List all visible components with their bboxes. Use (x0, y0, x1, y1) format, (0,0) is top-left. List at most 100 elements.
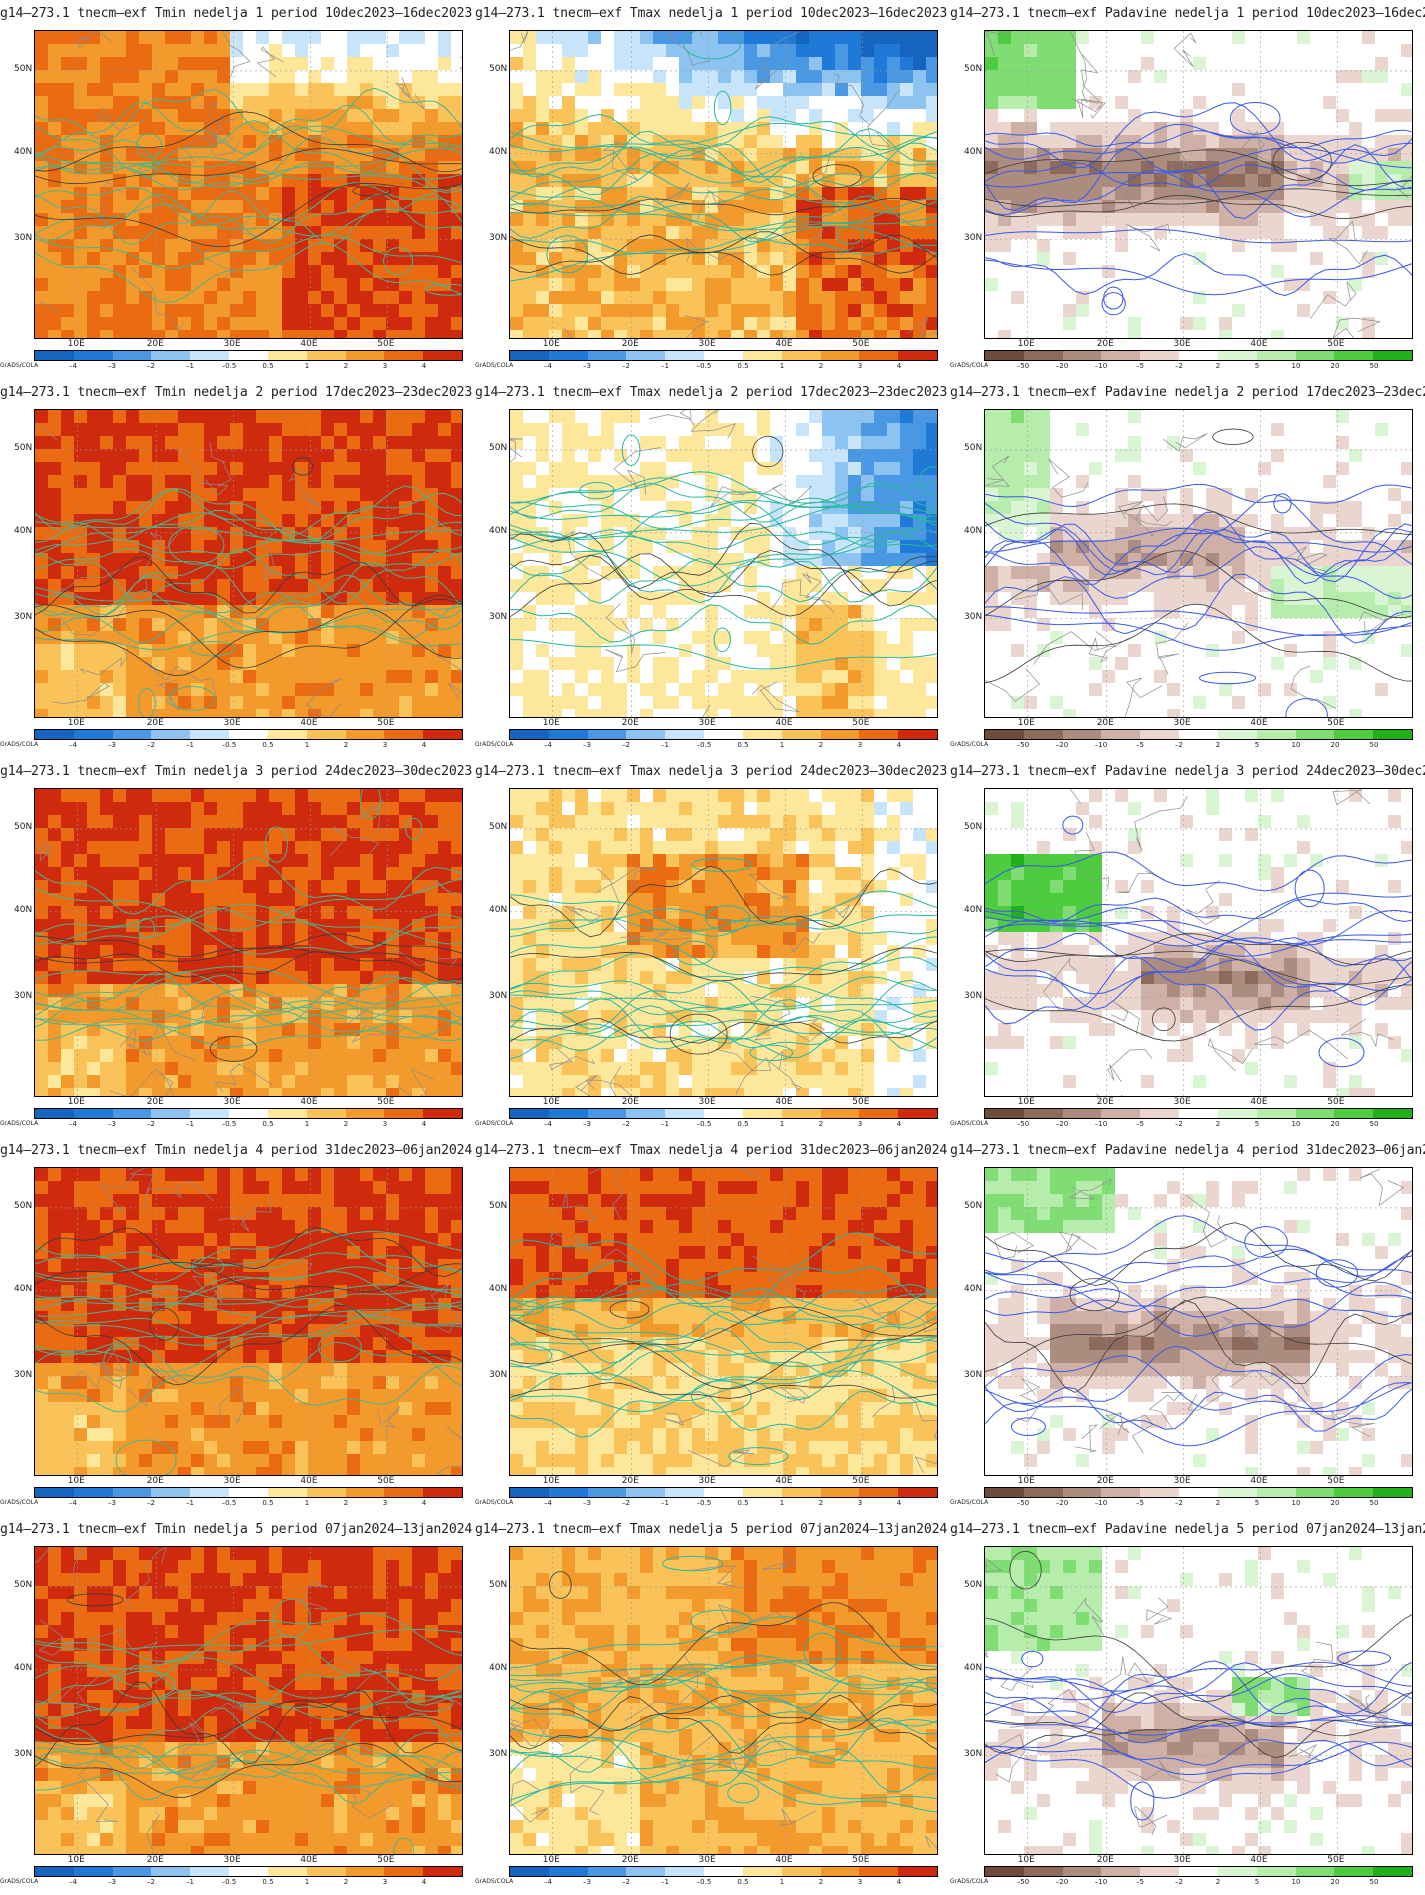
longitude-label: 20E (1096, 1855, 1114, 1865)
colorbar-swatch (1295, 730, 1335, 739)
longitude-label: 50E (852, 1476, 870, 1486)
colorbar-tick-label: 10 (1291, 1499, 1301, 1507)
graticule (35, 31, 462, 338)
map-area (984, 1167, 1413, 1476)
colorbar-tick-label: –4 (69, 1499, 77, 1507)
colorbar-tick-label: –2 (622, 1878, 630, 1886)
grads-cola-credit: GrADS/COLA (0, 1120, 39, 1127)
grads-cola-credit: GrADS/COLA (950, 741, 989, 748)
colorbar-swatch (1334, 1867, 1374, 1876)
colorbar (34, 1108, 463, 1119)
longitude-label: 40E (300, 339, 318, 349)
map-fill-svg (510, 789, 937, 1096)
colorbar-swatch (1295, 351, 1335, 360)
colorbar-tick-label: 4 (896, 1499, 902, 1507)
colorbar-swatch (345, 1109, 385, 1118)
grads-cola-credit: GrADS/COLA (0, 362, 39, 369)
map-area (984, 1546, 1413, 1855)
colorbar-tick-label: 1 (304, 1499, 310, 1507)
map-panel-tmax-week-5: g14–273.1 tnecm–exf Tmax nedelja 5 perio… (475, 1516, 950, 1895)
latitude-label: 50N (964, 442, 983, 453)
panel-title: g14–273.1 tnecm–exf Tmax nedelja 5 perio… (475, 1522, 948, 1537)
colorbar-tick-label: –3 (108, 1120, 116, 1128)
longitude-label: 20E (146, 339, 164, 349)
latitude-label: 50N (964, 1579, 983, 1590)
colorbar-swatch (384, 1488, 424, 1497)
colorbar-swatch (1373, 1488, 1412, 1497)
colorbar-tick-label: 5 (1254, 362, 1260, 370)
colorbar-swatch (1217, 1867, 1257, 1876)
latitude-label: 30N (14, 990, 33, 1001)
colorbar-tick-label: 4 (421, 1499, 427, 1507)
colorbar-tick-label: 0.5 (262, 1878, 274, 1886)
colorbar-swatch (1062, 351, 1102, 360)
longitude-label: 40E (300, 1476, 318, 1486)
colorbar-tick-label: –2 (1175, 1120, 1183, 1128)
coastline (35, 457, 462, 677)
colorbar-tick-label: –4 (544, 1120, 552, 1128)
colorbar-swatch (820, 730, 860, 739)
colorbar-tick-label: 20 (1330, 1499, 1340, 1507)
anomaly-fill (510, 31, 937, 338)
colorbar-tick-label: 2 (343, 1499, 349, 1507)
map-panel-tmin-week-1: g14–273.1 tnecm–exf Tmin nedelja 1 perio… (0, 0, 475, 379)
colorbar-swatch (190, 1109, 230, 1118)
map-panel-tmin-week-4: g14–273.1 tnecm–exf Tmin nedelja 4 perio… (0, 1137, 475, 1516)
latitude-label: 40N (964, 525, 983, 536)
colorbar-tick-label: 3 (857, 741, 863, 749)
colorbar-swatch (1140, 1867, 1180, 1876)
latitude-label: 50N (964, 63, 983, 74)
longitude-label: 10E (67, 718, 85, 728)
colorbar-swatch (1295, 1488, 1335, 1497)
longitude-label: 50E (377, 339, 395, 349)
colorbar (34, 1866, 463, 1877)
colorbar-tick-label: –4 (69, 362, 77, 370)
graticule (985, 1547, 1412, 1854)
anomaly-fill (510, 1168, 937, 1475)
colorbar-swatch (510, 1867, 549, 1876)
colorbar (984, 729, 1413, 740)
latitude-label: 50N (964, 1200, 983, 1211)
colorbar-swatch (423, 351, 462, 360)
map-area (984, 30, 1413, 339)
longitude-label: 30E (698, 1097, 716, 1107)
colorbar-tick-label: –0.5 (696, 1120, 712, 1128)
anomaly-fill (510, 410, 937, 717)
latitude-label: 30N (489, 1748, 508, 1759)
colorbar-swatch (587, 351, 627, 360)
colorbar-tick-label: 0.5 (262, 741, 274, 749)
colorbar-swatch (985, 351, 1024, 360)
panel-title: g14–273.1 tnecm–exf Tmax nedelja 2 perio… (475, 385, 948, 400)
longitude-label: 20E (621, 1855, 639, 1865)
colorbar-swatch (151, 351, 191, 360)
colorbar-swatch (190, 730, 230, 739)
latitude-label: 50N (964, 821, 983, 832)
colorbar-tick-label: –2 (622, 1120, 630, 1128)
map-panel-padavine-week-5: g14–273.1 tnecm–exf Padavine nedelja 5 p… (950, 1516, 1425, 1895)
colorbar-tick-label: –1 (186, 1878, 194, 1886)
colorbar-swatch (859, 1109, 899, 1118)
colorbar-tick-label: –2 (147, 362, 155, 370)
map-fill-svg (985, 410, 1412, 717)
colorbar-tick-label: –20 (1055, 1120, 1069, 1128)
colorbar-tick-label: –5 (1136, 362, 1144, 370)
longitude-label: 50E (852, 1855, 870, 1865)
colorbar-swatch (267, 1488, 307, 1497)
coastline (510, 1571, 937, 1754)
colorbar-swatch (1295, 1867, 1335, 1876)
panel-title: g14–273.1 tnecm–exf Tmin nedelja 1 perio… (0, 6, 473, 21)
colorbar-swatch (665, 1109, 705, 1118)
contour-lines (985, 483, 1412, 717)
colorbar-tick-label: 3 (857, 1878, 863, 1886)
colorbar-swatch (1256, 1109, 1296, 1118)
country-boundaries (510, 31, 937, 338)
colorbar-tick-label: 1 (779, 1499, 785, 1507)
colorbar-swatch (704, 1867, 743, 1876)
latitude-label: 50N (14, 1579, 33, 1590)
coastline (985, 141, 1412, 220)
latitude-label: 40N (14, 525, 33, 536)
contour-lines (510, 434, 937, 670)
longitude-label: 40E (775, 718, 793, 728)
colorbar-tick-label: 5 (1254, 1120, 1260, 1128)
colorbar-tick-label: –10 (1094, 1120, 1108, 1128)
